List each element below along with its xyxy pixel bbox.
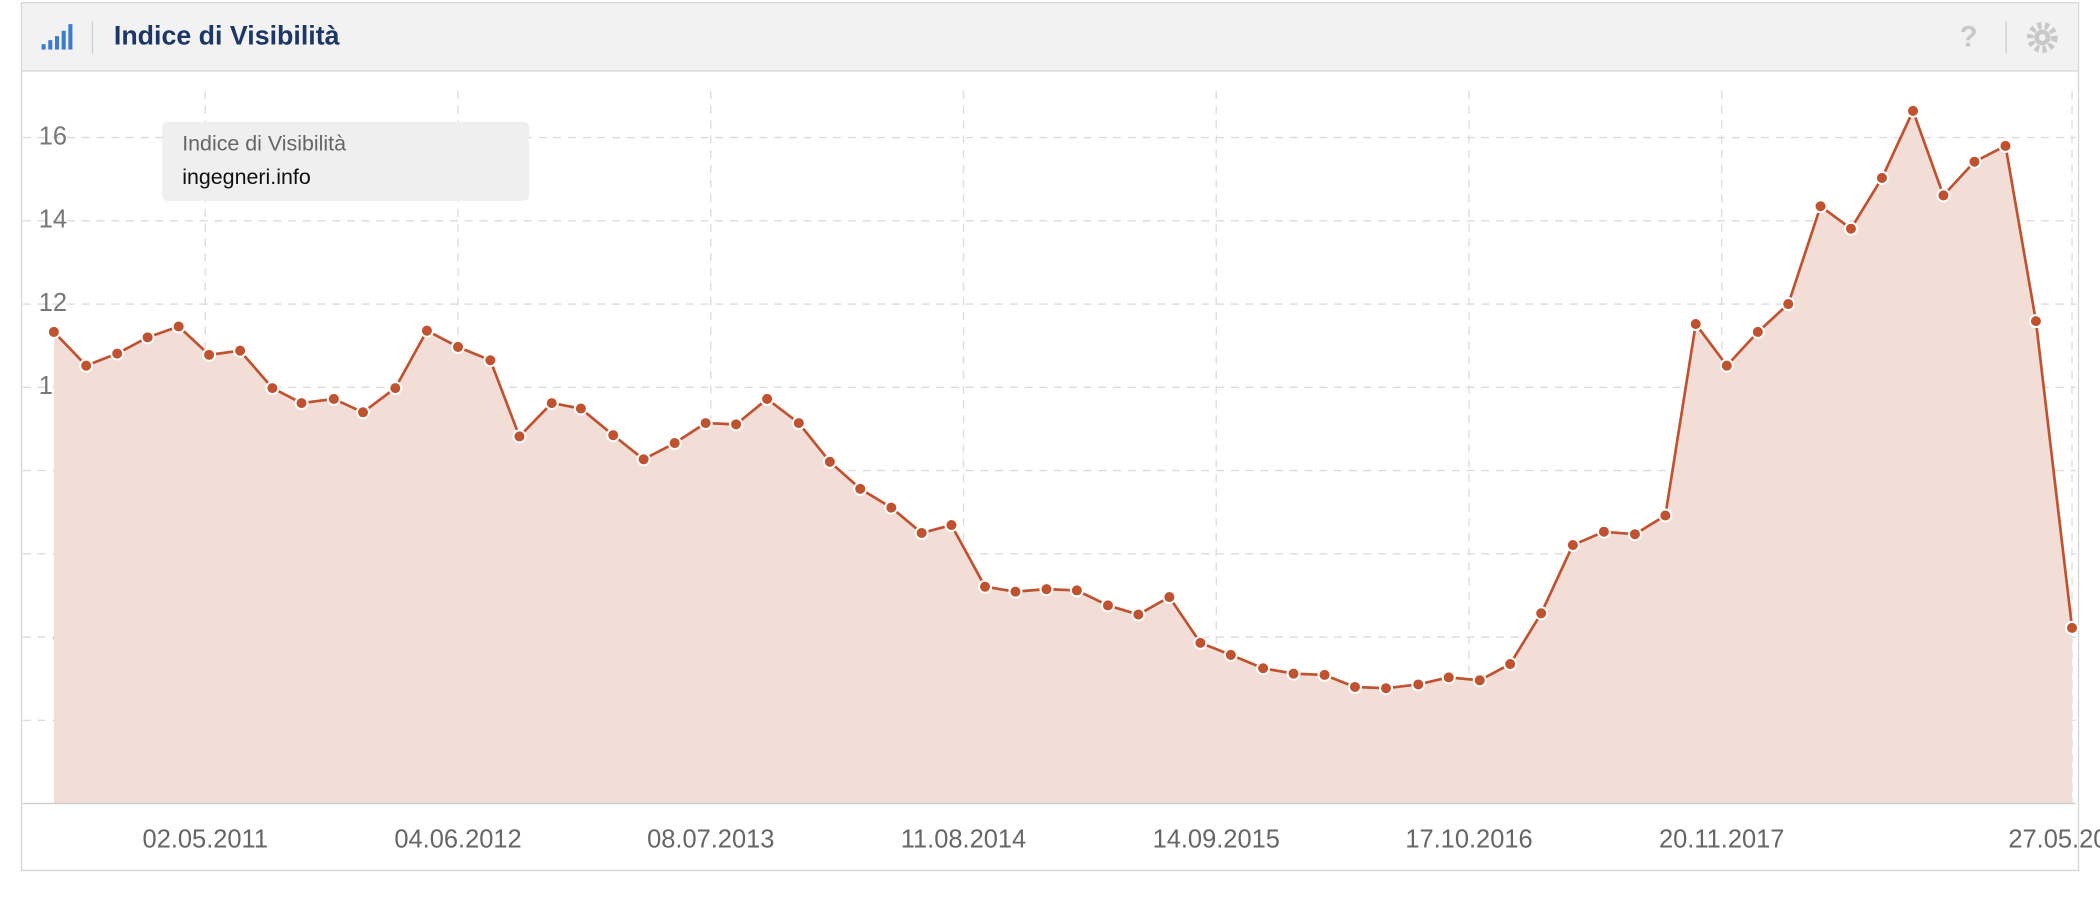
x-tick-label: 04.06.2012 bbox=[394, 826, 521, 854]
point bbox=[1596, 524, 1611, 539]
point bbox=[1441, 670, 1456, 685]
y-tick-label: 14 bbox=[39, 206, 67, 234]
point bbox=[791, 416, 806, 431]
point bbox=[1750, 324, 1765, 339]
area bbox=[53, 110, 2073, 804]
point bbox=[326, 391, 341, 406]
point bbox=[698, 416, 713, 431]
point bbox=[1286, 666, 1301, 681]
settings-button[interactable] bbox=[2026, 22, 2058, 53]
point bbox=[1813, 199, 1828, 214]
point bbox=[1781, 297, 1796, 312]
point bbox=[1967, 154, 1982, 169]
point bbox=[884, 500, 899, 515]
point bbox=[355, 405, 371, 420]
point bbox=[573, 401, 588, 416]
point bbox=[606, 428, 621, 443]
point bbox=[1905, 103, 1921, 118]
point bbox=[1131, 607, 1146, 622]
widget-title: Indice di Visibilità bbox=[114, 21, 340, 51]
point bbox=[233, 343, 248, 358]
point bbox=[1874, 170, 1890, 185]
point bbox=[294, 396, 309, 411]
help-button[interactable]: ? bbox=[1955, 21, 1982, 54]
header bbox=[22, 3, 2078, 71]
svg-text:?: ? bbox=[1960, 21, 1978, 54]
point bbox=[171, 319, 186, 334]
point bbox=[79, 358, 94, 373]
x-tick-label: 11.08.2014 bbox=[901, 826, 1026, 854]
point bbox=[1936, 188, 1951, 203]
point bbox=[202, 347, 217, 362]
point bbox=[1719, 358, 1734, 373]
point bbox=[1256, 661, 1271, 676]
point bbox=[1162, 590, 1177, 605]
point bbox=[544, 396, 559, 411]
point bbox=[419, 323, 435, 338]
point bbox=[1039, 582, 1054, 597]
point bbox=[944, 518, 959, 533]
point bbox=[46, 324, 61, 339]
point bbox=[2064, 620, 2080, 635]
point bbox=[512, 429, 527, 444]
point bbox=[1100, 598, 1115, 613]
point bbox=[1193, 635, 1208, 650]
point bbox=[1008, 584, 1023, 599]
x-tick-label: 17.10.2016 bbox=[1405, 826, 1532, 854]
point bbox=[110, 346, 125, 361]
point bbox=[1658, 508, 1673, 523]
point bbox=[636, 452, 651, 467]
point bbox=[265, 381, 280, 396]
point bbox=[853, 481, 868, 496]
point bbox=[1503, 657, 1518, 672]
point bbox=[1688, 317, 1703, 332]
point bbox=[1627, 527, 1642, 542]
plot: 24681012141602.05.201104.06.201208.07.20… bbox=[22, 91, 2100, 854]
point bbox=[978, 579, 993, 594]
point bbox=[1472, 673, 1487, 688]
point bbox=[1998, 138, 2013, 153]
point bbox=[822, 454, 837, 469]
point bbox=[1411, 677, 1426, 692]
point bbox=[1069, 583, 1084, 598]
x-tick-label: 02.05.2011 bbox=[143, 826, 268, 854]
point bbox=[1347, 679, 1362, 695]
y-tick-label: 16 bbox=[39, 122, 67, 150]
point bbox=[483, 353, 498, 368]
point bbox=[450, 339, 466, 354]
legend-title: Indice di Visibilità bbox=[182, 131, 346, 155]
point bbox=[1223, 647, 1238, 662]
legend-entry: ingegneri.info bbox=[182, 165, 311, 189]
point bbox=[2028, 314, 2043, 329]
point bbox=[914, 525, 929, 541]
x-tick-label: 20.11.2017 bbox=[1659, 826, 1784, 854]
point bbox=[1378, 681, 1394, 696]
point bbox=[140, 330, 155, 345]
point bbox=[667, 436, 682, 451]
point bbox=[1317, 667, 1332, 682]
x-tick-label: 08.07.2013 bbox=[647, 826, 774, 854]
legend-box bbox=[162, 121, 530, 201]
y-tick-label: 12 bbox=[39, 289, 67, 317]
signal-icon bbox=[41, 24, 73, 50]
point bbox=[1565, 538, 1580, 553]
point bbox=[729, 417, 744, 432]
point bbox=[388, 381, 403, 396]
x-tick-label: 14.09.2015 bbox=[1153, 826, 1280, 854]
point bbox=[760, 391, 775, 406]
point bbox=[1534, 606, 1549, 621]
point bbox=[1843, 221, 1858, 236]
x-tick-label: 27.05.2019 bbox=[2008, 826, 2100, 854]
